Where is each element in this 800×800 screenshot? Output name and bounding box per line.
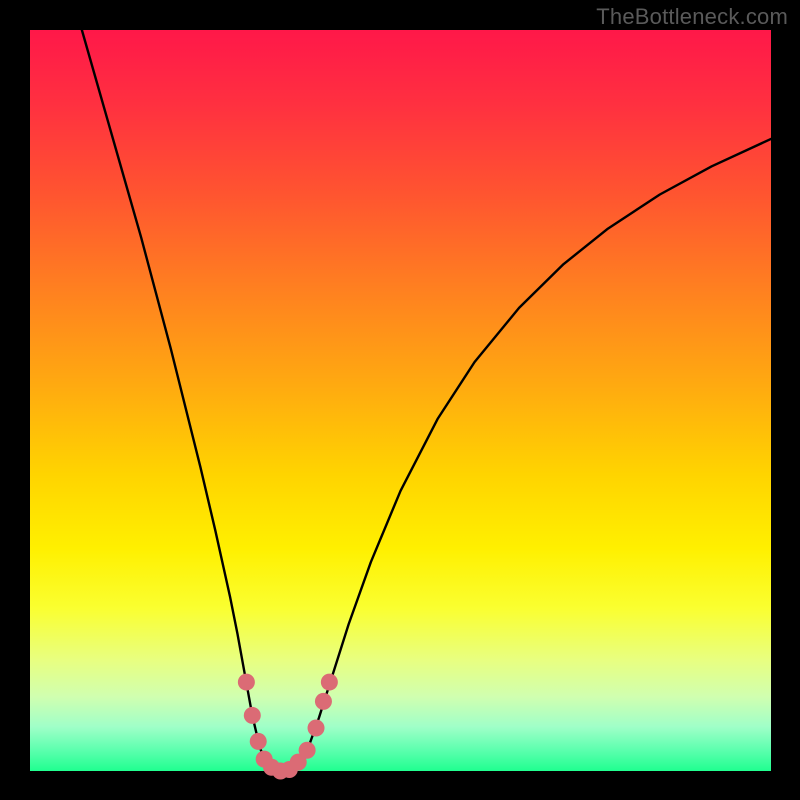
highlight-marker	[315, 693, 332, 710]
highlight-marker	[250, 733, 267, 750]
highlight-marker	[238, 674, 255, 691]
highlight-marker	[308, 720, 325, 737]
plot-background	[30, 30, 771, 771]
chart-svg	[0, 0, 800, 800]
bottleneck-chart: TheBottleneck.com	[0, 0, 800, 800]
highlight-marker	[299, 742, 316, 759]
watermark-text: TheBottleneck.com	[596, 4, 788, 30]
highlight-marker	[321, 674, 338, 691]
highlight-marker	[244, 707, 261, 724]
